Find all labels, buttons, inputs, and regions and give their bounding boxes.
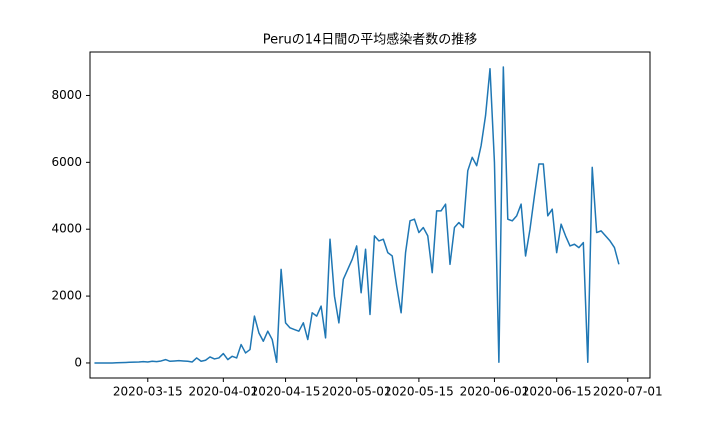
x-tick-label: 2020-07-01 bbox=[593, 385, 663, 399]
x-tick-label: 2020-04-15 bbox=[251, 385, 321, 399]
line bbox=[94, 66, 620, 364]
x-tick-label: 2020-05-15 bbox=[384, 385, 454, 399]
x-tick-label: 2020-04-01 bbox=[188, 385, 258, 399]
y-tick-label: 4000 bbox=[51, 222, 82, 236]
x-tick-label: 2020-06-01 bbox=[460, 385, 530, 399]
y-tick-label: 8000 bbox=[51, 88, 82, 102]
x-tick-label: 2020-05-01 bbox=[322, 385, 392, 399]
chart-title: Peruの14日間の平均感染者数の推移 bbox=[263, 32, 478, 48]
y-tick-label: 2000 bbox=[51, 289, 82, 303]
x-tick-label: 2020-06-15 bbox=[522, 385, 592, 399]
y-tick-label: 6000 bbox=[51, 155, 82, 169]
y-tick-label: 0 bbox=[74, 355, 82, 369]
x-tick-label: 2020-03-15 bbox=[113, 385, 183, 399]
plot-frame bbox=[89, 51, 651, 379]
